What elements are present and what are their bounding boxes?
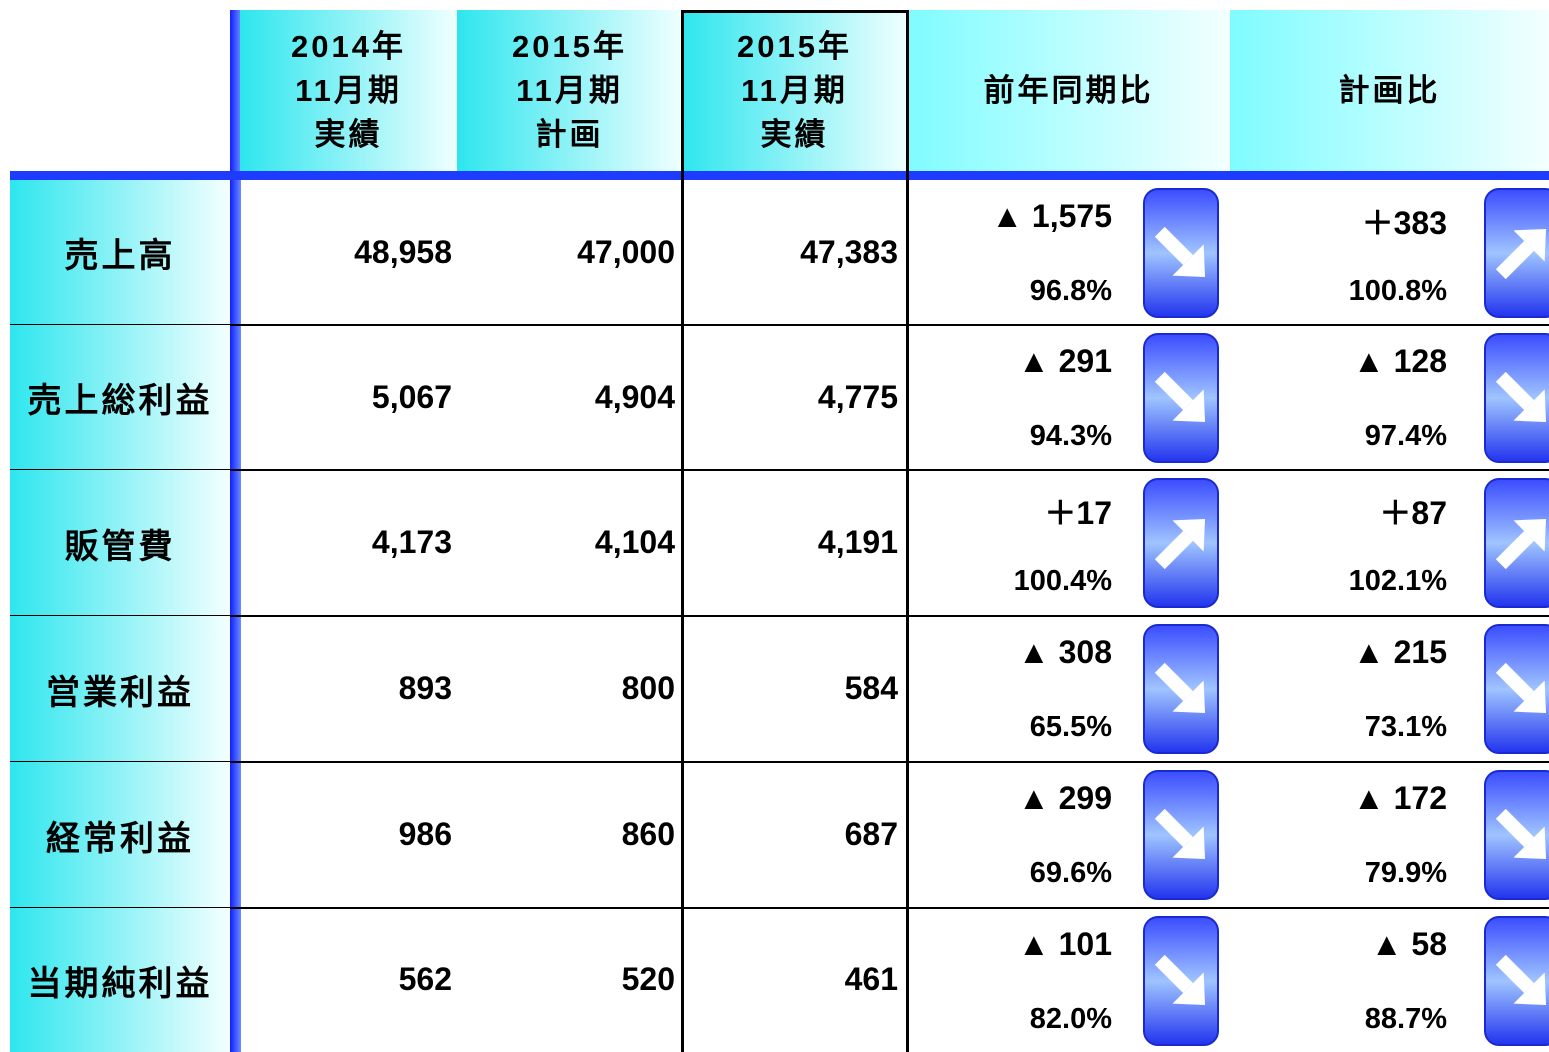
header-text: 2014年	[291, 28, 406, 64]
trend-arrow	[1484, 624, 1549, 754]
ratio-value: 65.5%	[1029, 711, 1112, 743]
ratio-value: 96.8%	[1029, 275, 1112, 307]
diff-value: ＋87	[1379, 495, 1447, 531]
cell-value: 47,000	[577, 233, 675, 270]
header-divider	[10, 171, 1549, 180]
trend-arrow	[1484, 916, 1549, 1046]
cell-value: 893	[398, 670, 452, 706]
row-label: 当期純利益	[10, 908, 230, 1052]
cell-value: 562	[398, 961, 452, 997]
row-divider	[10, 907, 1549, 909]
row-divider	[10, 324, 1549, 326]
diff-value: ▲ 101	[1018, 926, 1112, 962]
diff-value: ＋383	[1361, 205, 1447, 241]
row-label: 営業利益	[10, 616, 230, 762]
ratio-value: 102.1%	[1348, 565, 1447, 597]
header-text: 計画比	[1338, 72, 1441, 108]
header-text: 前年同期比	[983, 72, 1154, 108]
header-text: 11月期	[295, 72, 402, 108]
cell-value: 47,383	[800, 233, 898, 270]
diff-value: ▲ 1,575	[991, 198, 1112, 234]
diff-value: ▲ 299	[1018, 780, 1112, 816]
cell-value: 800	[621, 670, 675, 706]
header-cell: 2015年 11月期実績	[682, 10, 907, 171]
header-text: 実績	[760, 116, 829, 152]
header-text: 実績	[314, 116, 383, 152]
row-label: 経常利益	[10, 762, 230, 908]
trend-arrow	[1484, 770, 1549, 900]
ratio-value: 79.9%	[1364, 857, 1447, 889]
header-text: 2015年	[512, 28, 627, 64]
diff-value: ▲ 308	[1018, 634, 1112, 670]
cell-value: 860	[621, 816, 675, 852]
header-text: 11月期	[516, 72, 623, 108]
ratio-value: 88.7%	[1364, 1003, 1447, 1035]
diff-value: ▲ 215	[1353, 634, 1447, 670]
header-text: 11月期	[741, 72, 848, 108]
trend-arrow	[1143, 478, 1219, 608]
row-divider	[10, 469, 1549, 471]
row-divider	[10, 761, 1549, 763]
trend-arrow	[1143, 770, 1219, 900]
cell-value: 4,104	[594, 524, 675, 560]
diff-value: ▲ 172	[1353, 780, 1447, 816]
ratio-value: 82.0%	[1029, 1003, 1112, 1035]
trend-arrow	[1143, 916, 1219, 1046]
vertical-bar	[230, 10, 241, 1052]
cell-value: 986	[398, 816, 452, 852]
header-cell: 2015年 11月期計画	[457, 10, 682, 171]
ratio-value: 100.8%	[1348, 275, 1447, 307]
row-label: 売上総利益	[10, 325, 230, 470]
ratio-value: 73.1%	[1364, 711, 1447, 743]
diff-value: ▲ 58	[1370, 926, 1447, 962]
header-cell: 前年同期比	[907, 10, 1230, 171]
trend-arrow	[1484, 188, 1549, 318]
row-label: 売上高	[10, 180, 230, 325]
trend-arrow	[1143, 188, 1219, 318]
ratio-value: 100.4%	[1013, 565, 1112, 597]
ratio-value: 97.4%	[1364, 420, 1447, 452]
cell-value: 461	[844, 961, 898, 997]
trend-arrow	[1143, 624, 1219, 754]
cell-value: 4,775	[817, 378, 898, 415]
row-label: 販管費	[10, 470, 230, 616]
header-cell: 2014年 11月期実績	[240, 10, 457, 171]
header-text: 2015年	[737, 28, 852, 64]
cell-value: 5,067	[371, 378, 452, 415]
cell-value: 584	[844, 670, 898, 706]
row-divider	[10, 615, 1549, 617]
cell-value: 4,173	[371, 524, 452, 560]
ratio-value: 69.6%	[1029, 857, 1112, 889]
cell-value: 687	[844, 816, 898, 852]
diff-value: ＋17	[1044, 495, 1112, 531]
cell-value: 4,191	[817, 524, 898, 560]
diff-value: ▲ 128	[1353, 343, 1447, 379]
cell-value: 520	[621, 961, 675, 997]
trend-arrow	[1143, 333, 1219, 463]
header-text: 計画	[535, 116, 604, 152]
header-cell: 計画比	[1230, 10, 1549, 171]
diff-value: ▲ 291	[1018, 343, 1112, 379]
ratio-value: 94.3%	[1029, 420, 1112, 452]
cell-value: 48,958	[354, 233, 452, 270]
trend-arrow	[1484, 478, 1549, 608]
trend-arrow	[1484, 333, 1549, 463]
cell-value: 4,904	[594, 378, 675, 415]
